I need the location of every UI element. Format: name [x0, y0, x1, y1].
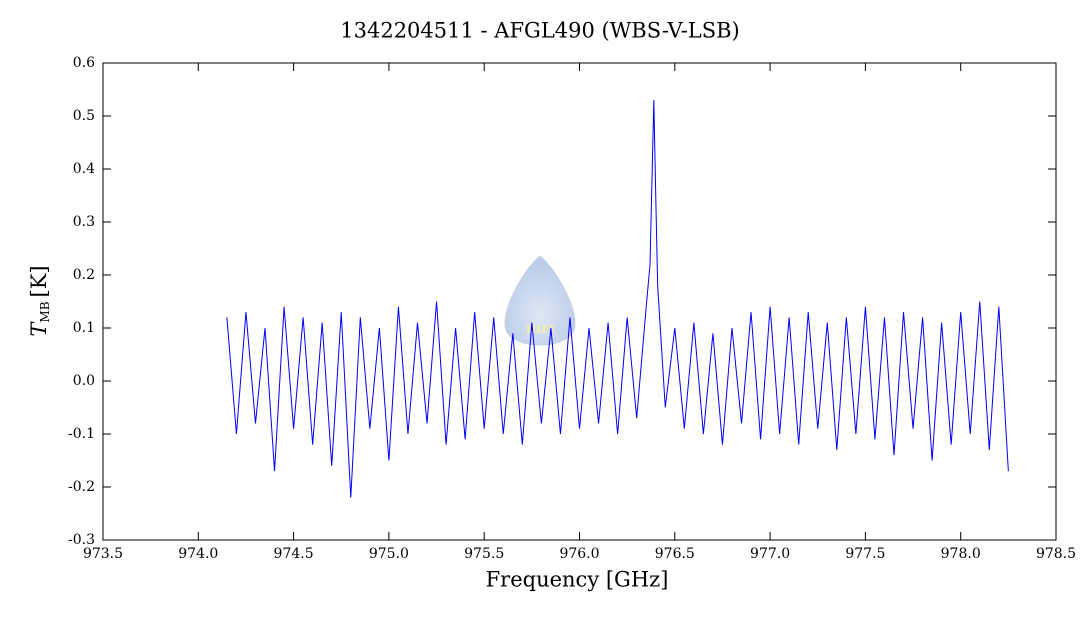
plot-frame: [102, 62, 1057, 541]
y-label-symbol: T: [27, 321, 51, 337]
x-tick-label: 976.5: [655, 546, 695, 562]
x-tick-label: 973.5: [83, 546, 123, 562]
y-label-unit: [K]: [27, 265, 51, 297]
x-tick-label: 977.0: [750, 546, 790, 562]
x-tick-label: 978.5: [1036, 546, 1076, 562]
y-tick-label: 0.2: [73, 267, 95, 283]
y-label-subscript: MB: [38, 301, 52, 322]
x-tick-label: 975.0: [369, 546, 409, 562]
y-tick-label: 0.3: [73, 214, 95, 230]
y-tick-label: 0.6: [73, 55, 95, 71]
x-tick-label: 977.5: [845, 546, 885, 562]
y-tick-label: 0.1: [73, 320, 95, 336]
x-axis-label: Frequency [GHz]: [486, 568, 669, 592]
x-tick-label: 974.5: [274, 546, 314, 562]
chart-title: 1342204511 - AFGL490 (WBS-V-LSB): [340, 19, 740, 43]
watermark-logo: HIFI: [504, 255, 576, 346]
x-tick-label: 974.0: [178, 546, 218, 562]
y-tick-label: 0.5: [73, 108, 95, 124]
x-tick-label: 976.0: [559, 546, 599, 562]
x-tick-label: 975.5: [464, 546, 504, 562]
y-axis-label: TMB [K]: [27, 265, 52, 336]
spectrum-line: [226, 100, 1009, 498]
y-tick-label: 0.0: [73, 373, 95, 389]
y-tick-label: 0.4: [73, 161, 95, 177]
y-tick-label: -0.3: [68, 532, 95, 548]
x-tick-label: 978.0: [941, 546, 981, 562]
y-tick-label: -0.1: [68, 426, 95, 442]
y-tick-label: -0.2: [68, 479, 95, 495]
